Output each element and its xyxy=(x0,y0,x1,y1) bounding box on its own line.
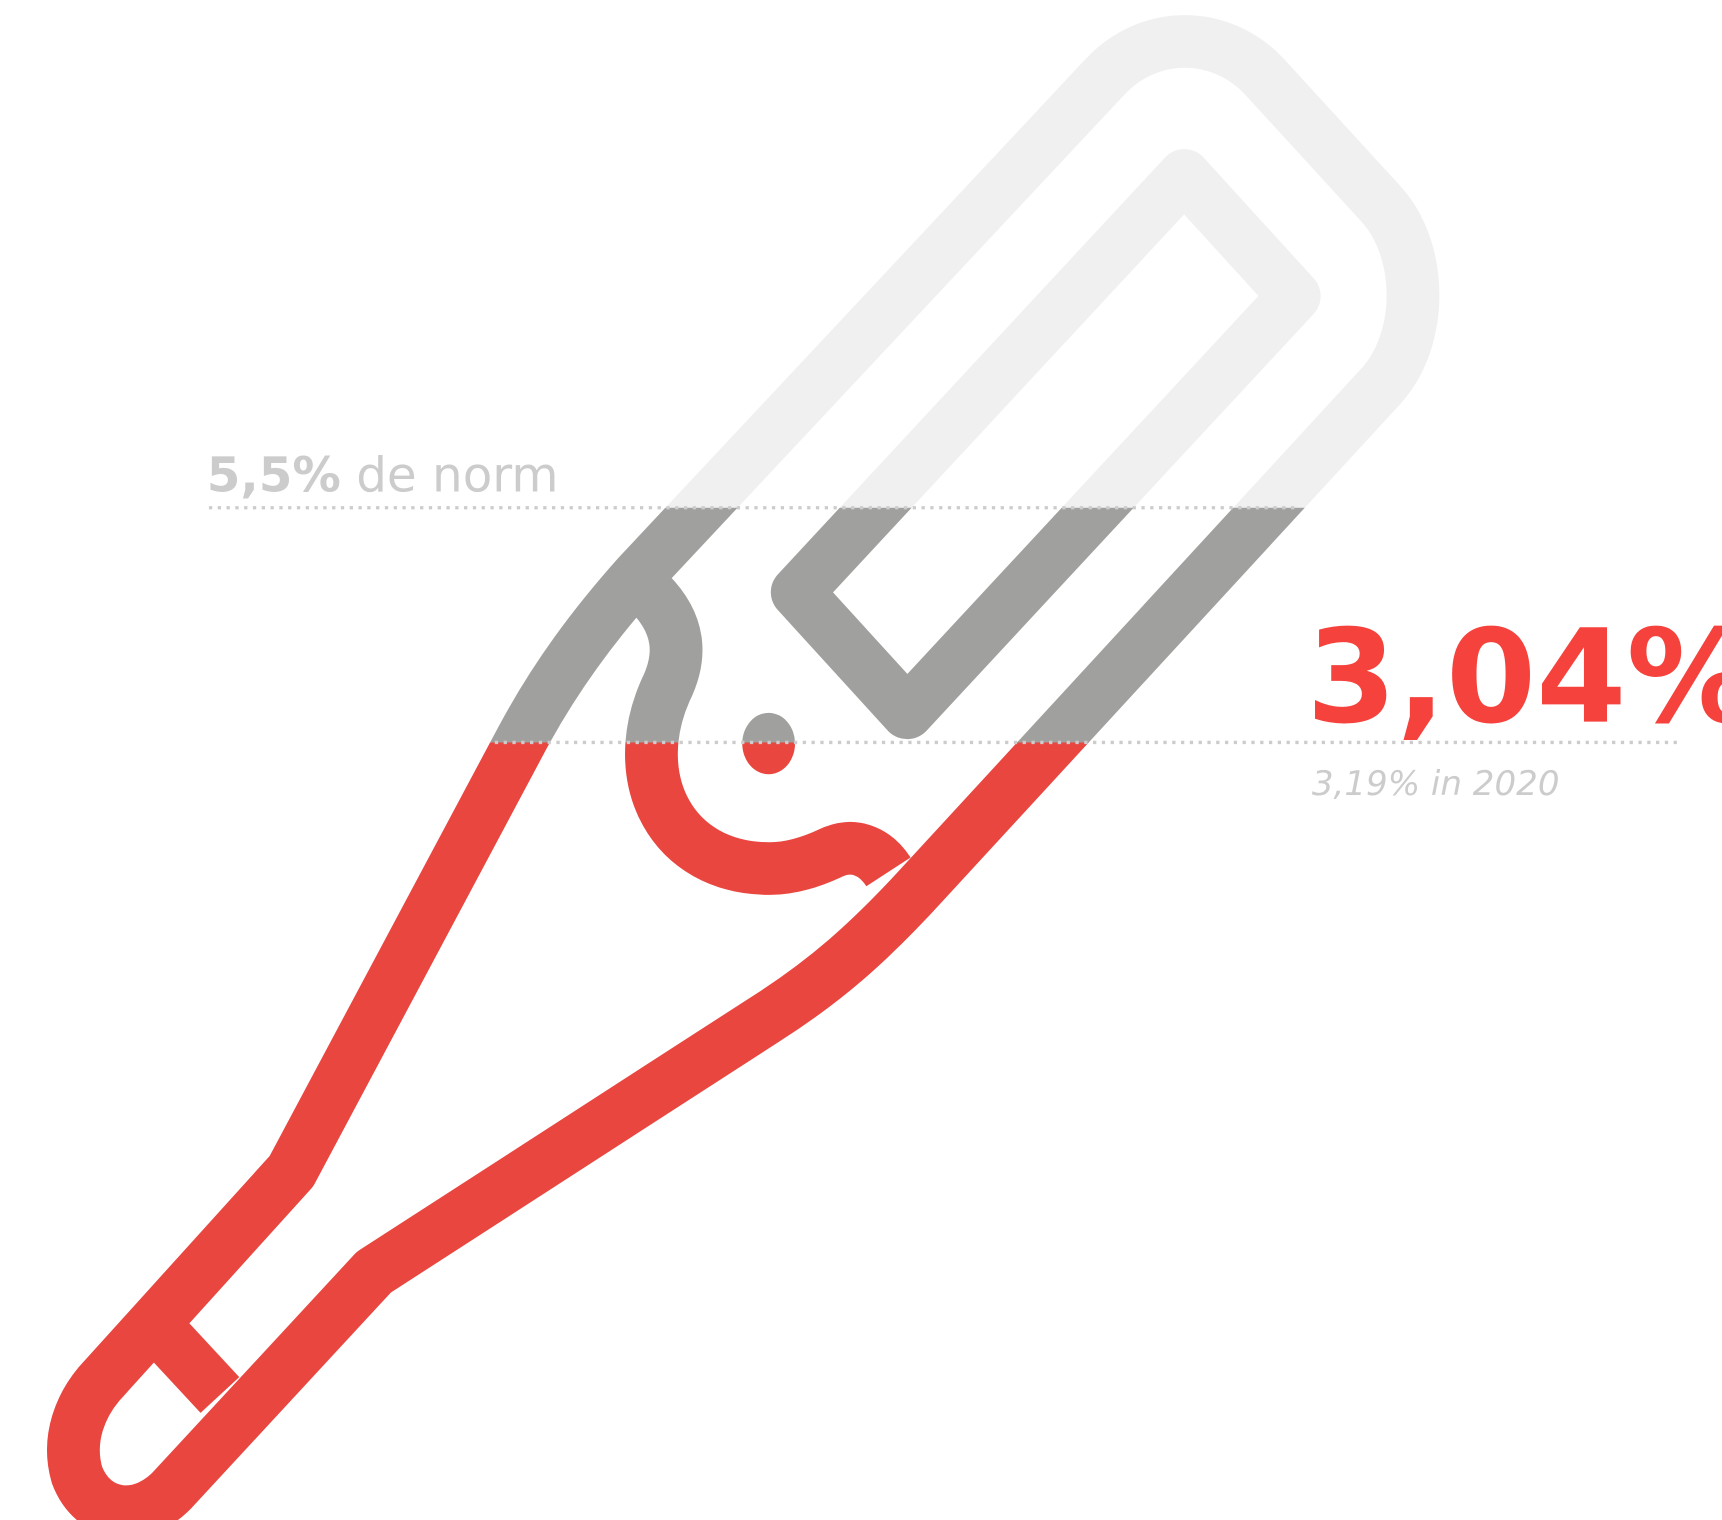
thermometer-empty xyxy=(73,41,1413,1511)
current-value: 3,04% xyxy=(1306,602,1722,753)
thermometer-norm-fill xyxy=(73,41,1413,1511)
thermometer-current-fill xyxy=(73,41,1413,1511)
norm-label: de norm xyxy=(356,447,558,503)
norm-text: 5,5% de norm xyxy=(207,447,559,503)
norm-value: 5,5% xyxy=(207,447,341,503)
comparison: 3,19% in 2020 xyxy=(1312,764,1560,804)
thermometer xyxy=(73,41,1413,1511)
